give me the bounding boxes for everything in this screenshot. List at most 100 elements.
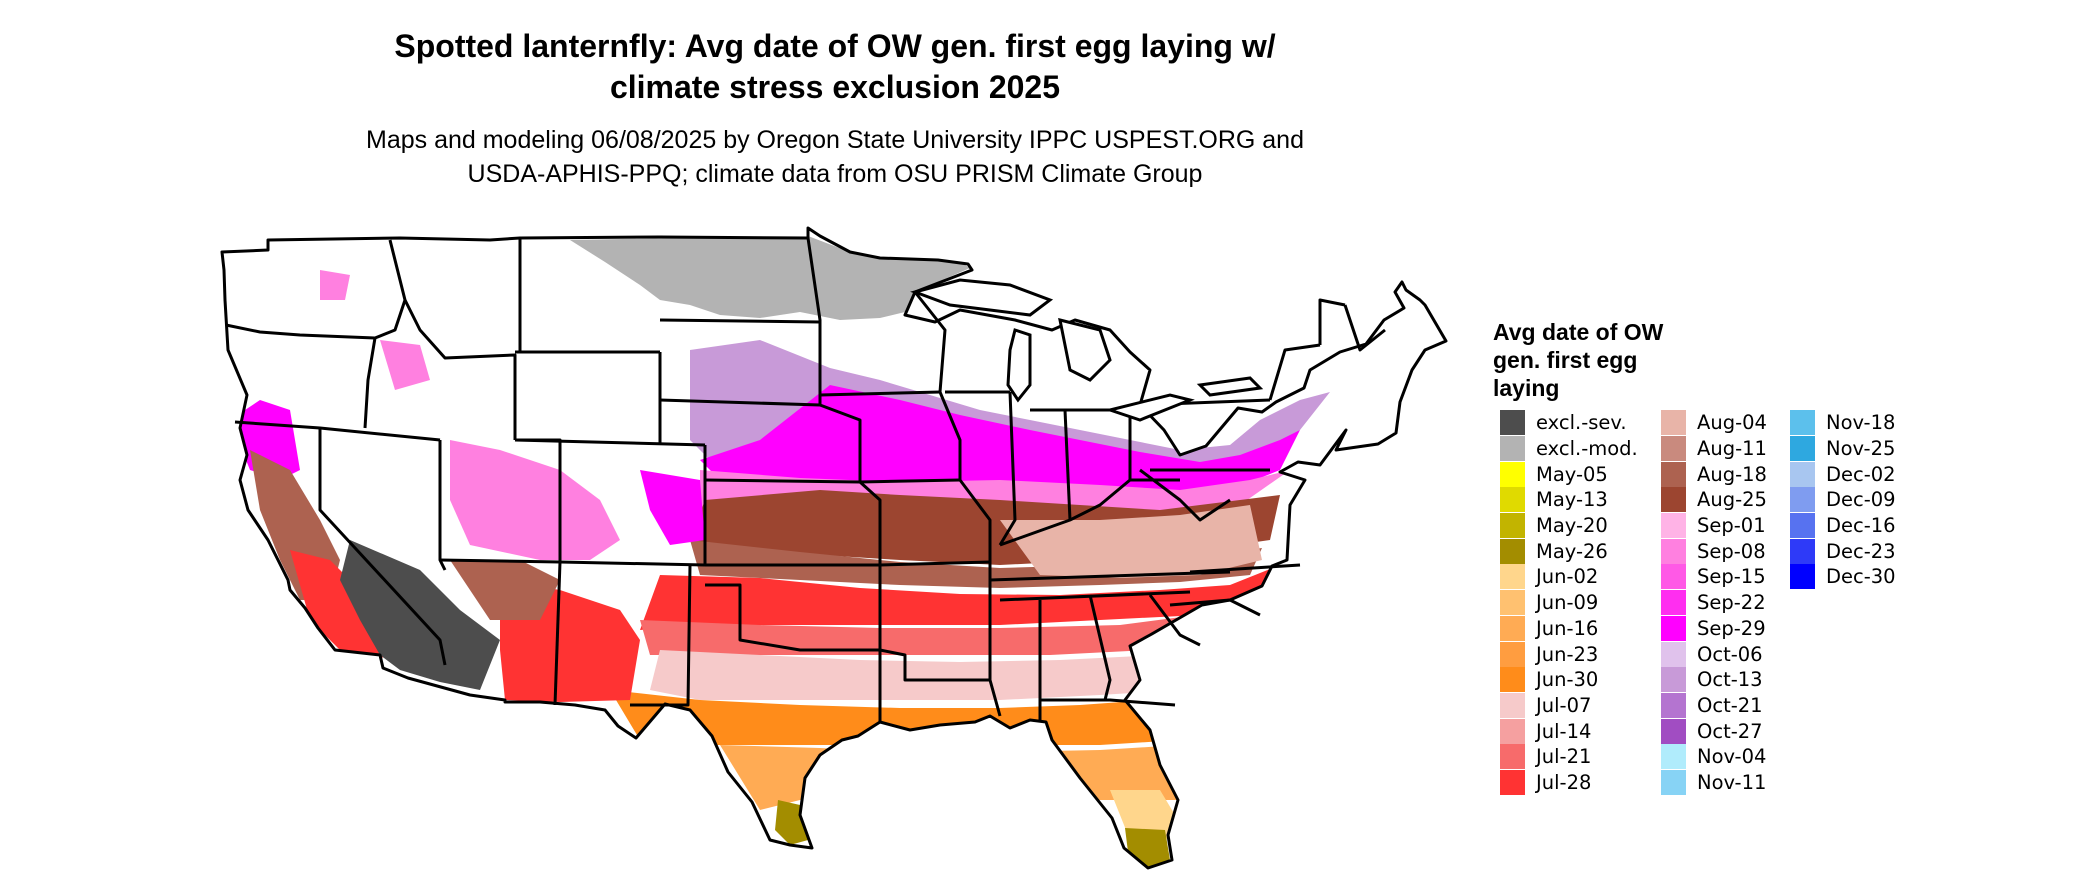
legend-item: Dec-23	[1790, 538, 1896, 564]
legend-label: Sep-15	[1697, 565, 1766, 589]
legend-label: Aug-04	[1697, 411, 1767, 435]
legend-label: Sep-01	[1697, 514, 1766, 538]
border-in-oh	[1063, 409, 1072, 521]
legend-item: Sep-15	[1661, 564, 1767, 590]
legend-column-1: excl.-sev. excl.-mod. May-05 May-13 May-20 Ma…	[1500, 410, 1638, 795]
legend-item: Dec-02	[1790, 461, 1896, 487]
lake-michigan	[1006, 328, 1032, 403]
legend-item: Jul-14	[1500, 718, 1638, 744]
legend-swatch	[1661, 410, 1686, 436]
legend-label: Aug-25	[1697, 488, 1767, 512]
map-subtitle-line-2: USDA-APHIS-PPQ; climate data from OSU PR…	[467, 160, 1203, 188]
legend-label: Nov-04	[1697, 745, 1767, 769]
border-mo-ar	[879, 560, 991, 567]
border-ok-tx	[705, 583, 880, 652]
legend-label: excl.-sev.	[1536, 411, 1627, 435]
legend-label: May-26	[1536, 539, 1608, 563]
legend-title-line-3: laying	[1493, 375, 1560, 401]
zone-west-sep	[230, 400, 300, 480]
legend-swatch	[1500, 718, 1525, 744]
legend-swatch	[1500, 744, 1525, 770]
legend-item: Dec-30	[1790, 564, 1896, 590]
legend-swatch	[1500, 641, 1525, 667]
zone-ks-pink	[640, 470, 705, 545]
border-az-nm	[553, 561, 562, 706]
border-il-in	[998, 391, 1017, 546]
legend-swatch	[1661, 538, 1686, 564]
legend-swatch	[1661, 590, 1686, 616]
legend-item: Nov-04	[1661, 744, 1767, 770]
zone-pnw-pink	[320, 270, 350, 300]
legend-label: Oct-13	[1697, 668, 1763, 692]
border-ut-az	[439, 558, 561, 564]
legend-label: Jun-02	[1536, 565, 1599, 589]
border-co-nm	[559, 560, 706, 567]
legend-label: Nov-18	[1826, 411, 1896, 435]
map-subtitle: Maps and modeling 06/08/2025 by Oregon S…	[300, 123, 1370, 191]
legend-item: Dec-16	[1790, 513, 1896, 539]
legend-label: Dec-30	[1826, 565, 1896, 589]
border-sd-ne	[659, 398, 821, 407]
border-wv-va	[1139, 468, 1231, 522]
legend-label: Aug-11	[1697, 437, 1767, 461]
state-boundaries	[220, 226, 1448, 870]
legend-label: Dec-02	[1826, 462, 1896, 486]
zone-jul-07	[650, 640, 1220, 700]
legend-item: Dec-09	[1790, 487, 1896, 513]
legend-item: May-26	[1500, 538, 1638, 564]
lake-superior	[910, 278, 1054, 317]
legend-swatch	[1500, 769, 1525, 795]
legend-swatch	[1500, 436, 1525, 462]
legend-title: Avg date of OW gen. first egg laying	[1493, 318, 1733, 402]
legend-swatch	[1661, 667, 1686, 693]
legend-item: Jul-21	[1500, 744, 1638, 770]
legend-swatch	[1661, 513, 1686, 539]
legend-swatch	[1661, 615, 1686, 641]
legend-swatch	[1500, 538, 1525, 564]
map-title: Spotted lanternfly: Avg date of OW gen. …	[300, 26, 1370, 108]
great-lakes	[910, 278, 1264, 422]
legend-label: Jun-09	[1536, 591, 1599, 615]
legend-label: Jun-16	[1536, 616, 1599, 640]
legend-column-3: Nov-18 Nov-25 Dec-02 Dec-09 Dec-16 Dec-23 Dec-…	[1790, 410, 1896, 590]
legend-item: Aug-25	[1661, 487, 1767, 513]
legend-item: Nov-18	[1790, 410, 1896, 436]
legend-item: Jun-30	[1500, 667, 1638, 693]
zone-ut-co-pink	[450, 440, 620, 560]
legend-item: Nov-25	[1790, 436, 1896, 462]
border-ne-ks	[704, 478, 861, 484]
legend-swatch	[1790, 436, 1815, 462]
border-id	[363, 239, 407, 429]
legend-swatch	[1661, 564, 1686, 590]
legend-item: Jun-02	[1500, 564, 1638, 590]
legend-label: May-05	[1536, 462, 1608, 486]
legend-swatch	[1661, 641, 1686, 667]
border-ia-mo	[859, 478, 961, 484]
legend-item: excl.-mod.	[1500, 436, 1638, 462]
border-va-nc	[1189, 563, 1301, 574]
legend-item: May-13	[1500, 487, 1638, 513]
legend-swatch	[1790, 564, 1815, 590]
legend-swatch	[1661, 461, 1686, 487]
legend-item: Oct-21	[1661, 692, 1767, 719]
legend-swatch	[1790, 513, 1815, 539]
legend-swatch	[1661, 769, 1686, 795]
border-ny-ne	[1268, 343, 1321, 401]
legend-label: May-20	[1536, 514, 1608, 538]
lake-ontario	[1196, 376, 1264, 397]
zone-sw-excl-sev	[340, 540, 500, 690]
legend-item: Oct-13	[1661, 667, 1767, 693]
border-ar-la	[879, 648, 990, 682]
zone-aug-04	[1000, 505, 1262, 578]
legend-label: Oct-06	[1697, 642, 1763, 666]
us-outline	[220, 226, 1448, 870]
legend-item: Sep-29	[1661, 615, 1767, 642]
map-title-line-2: climate stress exclusion 2025	[609, 69, 1061, 105]
legend-label: May-13	[1536, 488, 1608, 512]
legend-swatch	[1500, 487, 1525, 513]
border-mn-ia	[819, 390, 941, 397]
legend-column-2: Aug-04 Aug-11 Aug-18 Aug-25 Sep-01 Sep-08 Sep-…	[1661, 410, 1767, 795]
legend-label: Sep-22	[1697, 591, 1766, 615]
legend-item: May-20	[1500, 513, 1638, 539]
border-nc-sc	[1169, 598, 1261, 617]
